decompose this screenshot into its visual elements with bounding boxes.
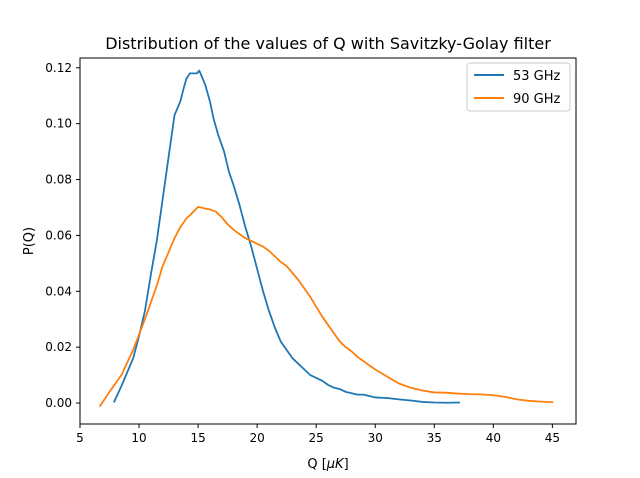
x-tick-label: 40 [486, 431, 501, 445]
x-tick-label: 30 [368, 431, 383, 445]
y-axis-label: P(Q) [22, 227, 37, 255]
x-tick-label: 5 [76, 431, 84, 445]
series-line-53ghz [113, 69, 461, 404]
x-axis-label-unit: μK [326, 457, 345, 472]
y-tick-label: 0.00 [45, 396, 72, 410]
x-tick-label: 20 [250, 431, 265, 445]
x-tick-label: 45 [545, 431, 560, 445]
y-axis-ticks: 0.00 0.02 0.04 0.06 0.08 0.10 0.12 [45, 61, 80, 410]
y-tick-label: 0.04 [45, 284, 72, 298]
y-tick-label: 0.06 [45, 228, 72, 242]
x-axis-label-prefix: Q [ [307, 457, 326, 472]
axes-frame [79, 57, 577, 425]
y-tick-label: 0.12 [45, 61, 72, 75]
x-axis-ticks: 5 10 15 20 25 30 35 40 45 [76, 424, 560, 445]
y-tick-label: 0.10 [45, 117, 72, 131]
x-tick-label: 10 [131, 431, 146, 445]
x-axis-label-suffix: ] [344, 457, 349, 472]
plot-area [98, 69, 554, 408]
y-tick-label: 0.02 [45, 340, 72, 354]
y-tick-label: 0.08 [45, 173, 72, 187]
x-tick-label: 35 [427, 431, 442, 445]
legend: 53 GHz 90 GHz [466, 62, 571, 112]
chart-title: Distribution of the values of Q with Sav… [105, 34, 551, 53]
legend-label-53ghz: 53 GHz [513, 69, 561, 84]
x-tick-label: 15 [190, 431, 205, 445]
x-tick-label: 25 [309, 431, 324, 445]
x-axis-label: Q [μK] [307, 457, 348, 472]
series-line-90ghz [98, 206, 554, 408]
legend-label-90ghz: 90 GHz [513, 92, 561, 107]
